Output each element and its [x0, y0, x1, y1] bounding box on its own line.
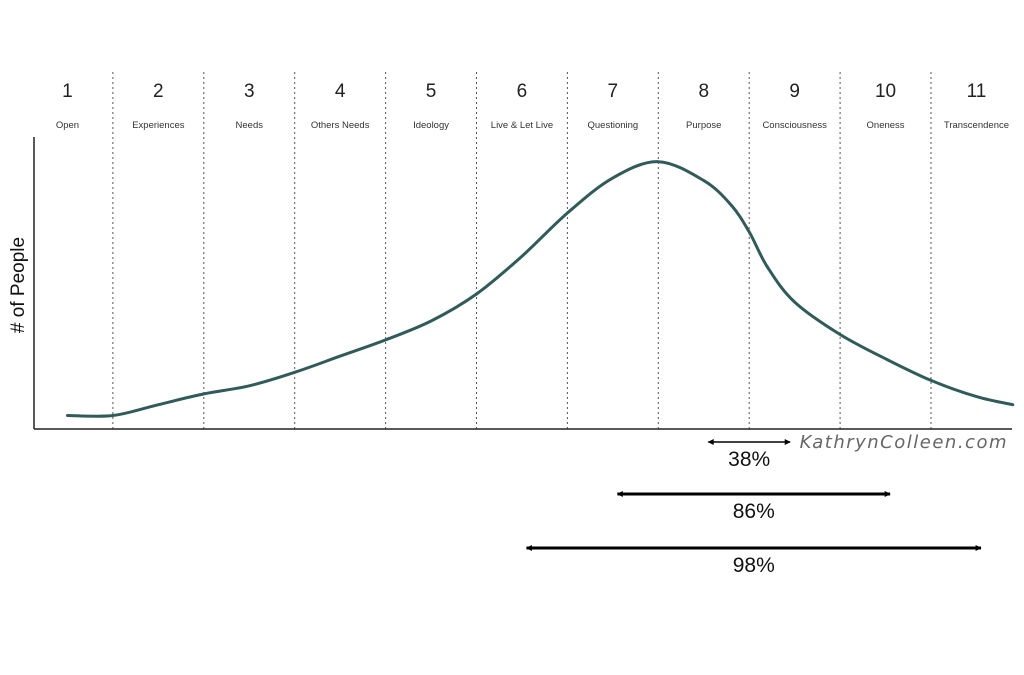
watermark: KathrynColleen.com [800, 432, 1008, 453]
stage-label: Oneness [867, 120, 905, 131]
stage-number: 4 [335, 81, 346, 102]
distribution-ranges: 38% 86% 98% [525, 439, 982, 577]
stage-number: 7 [608, 81, 619, 102]
stage-number: 3 [244, 81, 255, 102]
population-curve [66, 160, 1015, 418]
range-label: 98% [733, 554, 775, 577]
stage-label: Transcendence [944, 120, 1009, 131]
stage-label: Others Needs [311, 120, 370, 131]
stage-label: Open [56, 120, 79, 131]
stage-number: 1 [62, 81, 73, 102]
range-label: 86% [733, 500, 775, 523]
stage-number: 8 [698, 81, 709, 102]
stage-label: Experiences [132, 120, 185, 131]
stage-number: 9 [789, 81, 800, 102]
axes [33, 137, 1012, 430]
stage-label: Questioning [587, 120, 638, 131]
stage-number: 11 [967, 81, 987, 102]
stage-label: Ideology [413, 120, 449, 131]
stage-number: 10 [875, 81, 896, 102]
range-label: 38% [728, 448, 770, 471]
stage-number: 6 [517, 81, 528, 102]
stage-number: 2 [153, 81, 164, 102]
stage-label: Live & Let Live [491, 120, 553, 131]
stage-label: Consciousness [762, 120, 827, 131]
stage-number: 5 [426, 81, 437, 102]
stage-label: Purpose [686, 120, 721, 131]
stage-labels: 1 Open 2 Experiences 3 Needs 4 Others Needs 5 Ide… [56, 81, 1009, 131]
y-axis-label: # of People [8, 237, 29, 333]
stage-label: Needs [236, 120, 264, 131]
